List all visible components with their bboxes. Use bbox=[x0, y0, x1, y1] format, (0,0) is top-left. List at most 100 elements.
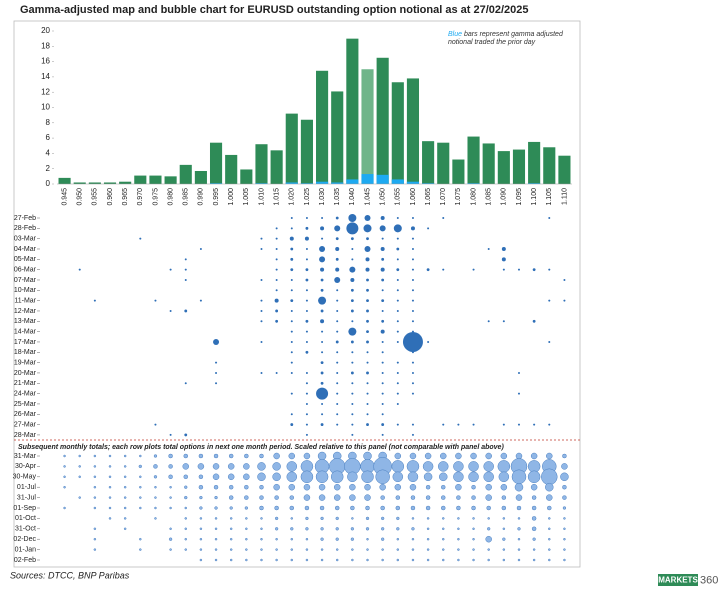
bubble bbox=[305, 340, 308, 343]
bubble bbox=[78, 465, 81, 468]
bubble bbox=[350, 537, 355, 541]
bubble bbox=[502, 558, 506, 562]
bar bbox=[194, 170, 207, 184]
bubble bbox=[471, 505, 476, 511]
bubble bbox=[532, 268, 536, 272]
bar bbox=[88, 182, 101, 184]
bubble bbox=[260, 309, 263, 312]
bubble bbox=[381, 371, 384, 374]
bubble bbox=[396, 247, 400, 251]
bubble bbox=[320, 371, 324, 375]
bubble bbox=[275, 258, 278, 261]
bubble bbox=[531, 505, 537, 511]
bubble bbox=[453, 461, 464, 472]
logo-text: 360 bbox=[700, 574, 718, 586]
row-label: 05-Mar bbox=[14, 256, 37, 263]
bubble bbox=[154, 517, 157, 520]
bubble bbox=[516, 505, 522, 511]
bubble bbox=[139, 454, 142, 458]
bubble bbox=[548, 517, 551, 520]
bar bbox=[512, 149, 526, 184]
bubble bbox=[468, 471, 479, 483]
bubble bbox=[229, 527, 233, 531]
bubble bbox=[168, 474, 173, 480]
bubble bbox=[139, 548, 142, 551]
bubble bbox=[273, 483, 280, 491]
bubble bbox=[321, 413, 324, 416]
bubble bbox=[184, 537, 187, 541]
bubble bbox=[319, 505, 325, 511]
bubble bbox=[364, 494, 371, 501]
x-tick-label: 0.945 bbox=[61, 188, 68, 206]
bubble bbox=[199, 527, 203, 531]
bar bbox=[406, 78, 420, 184]
annotation-highlight: Blue bbox=[448, 31, 462, 38]
bubble bbox=[396, 299, 399, 302]
bubble bbox=[411, 320, 414, 323]
bubble bbox=[396, 340, 399, 343]
bubble bbox=[563, 527, 566, 531]
bubble bbox=[442, 423, 445, 426]
bubble bbox=[123, 485, 127, 489]
bubble bbox=[318, 296, 327, 305]
bubble bbox=[547, 505, 552, 511]
bubble bbox=[472, 558, 475, 562]
bubble bbox=[213, 453, 219, 459]
bubble bbox=[289, 505, 295, 511]
bubble bbox=[305, 289, 308, 292]
bar bbox=[331, 91, 344, 184]
bubble bbox=[229, 517, 233, 520]
bubble bbox=[426, 537, 430, 541]
bubble bbox=[381, 382, 384, 385]
bubble bbox=[366, 392, 369, 395]
bubble bbox=[455, 483, 462, 491]
bubble bbox=[123, 517, 127, 520]
bubble bbox=[411, 527, 415, 531]
bubble bbox=[169, 527, 172, 531]
bubble bbox=[364, 245, 371, 252]
bubble bbox=[396, 558, 400, 562]
bubble bbox=[366, 361, 369, 364]
bubble bbox=[335, 527, 339, 531]
bubble bbox=[259, 495, 264, 500]
x-tick-label: 0.990 bbox=[198, 188, 205, 206]
bubble bbox=[304, 236, 309, 241]
bubble bbox=[290, 527, 294, 531]
bubble bbox=[123, 454, 127, 458]
bubble bbox=[541, 468, 558, 486]
bubble bbox=[320, 226, 325, 231]
bubble bbox=[321, 402, 324, 405]
bubble bbox=[305, 319, 309, 323]
bubble bbox=[457, 517, 460, 520]
bubble bbox=[410, 495, 416, 500]
bubble bbox=[335, 237, 339, 241]
bubble bbox=[272, 472, 281, 482]
x-tick-label: 1.035 bbox=[334, 188, 341, 206]
bubble bbox=[381, 351, 384, 354]
bubble bbox=[319, 256, 326, 263]
source: Sources: DTCC, BNP Paribas bbox=[10, 570, 130, 580]
blue-bar bbox=[209, 183, 223, 184]
bubble bbox=[275, 319, 279, 323]
bubble bbox=[396, 278, 399, 281]
row-label: 07-Mar bbox=[14, 277, 37, 284]
bubble bbox=[320, 527, 324, 531]
bubble bbox=[502, 423, 505, 426]
bubble bbox=[183, 474, 188, 480]
bubble bbox=[486, 505, 491, 511]
bar bbox=[119, 181, 132, 184]
bubble bbox=[381, 257, 385, 261]
bubble bbox=[335, 340, 339, 344]
bubble bbox=[260, 537, 263, 541]
bubble bbox=[305, 527, 309, 531]
bubble bbox=[381, 558, 384, 562]
bubble bbox=[391, 460, 405, 473]
bubble bbox=[456, 495, 461, 500]
bubble bbox=[532, 548, 536, 551]
bar bbox=[376, 57, 389, 184]
bubble bbox=[502, 268, 505, 271]
x-tick-label: 1.100 bbox=[531, 188, 538, 206]
bubble bbox=[530, 452, 538, 460]
bubble bbox=[426, 268, 430, 272]
